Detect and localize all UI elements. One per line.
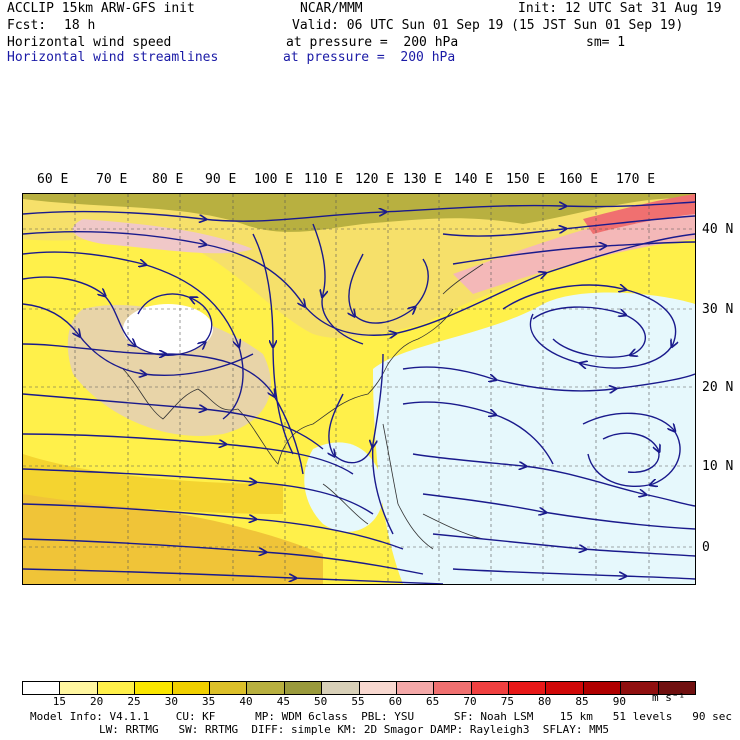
colorbar: [22, 681, 696, 695]
low-wind-region-south-china-sea: [304, 442, 384, 532]
colorbar-level-label: 60: [388, 695, 402, 708]
colorbar-segment: [546, 682, 584, 694]
colorbar-segment: [322, 682, 360, 694]
lon-label: 130 E: [403, 172, 443, 187]
colorbar-level-label: 20: [90, 695, 104, 708]
colorbar-segment: [359, 682, 397, 694]
colorbar-level-label: 85: [575, 695, 589, 708]
colorbar-segment: [583, 682, 622, 694]
colorbar-segment: [23, 682, 61, 694]
model-title: ACCLIP 15km ARW-GFS init: [7, 1, 195, 16]
colorbar-segment: [434, 682, 472, 694]
init-time: Init: 12 UTC Sat 31 Aug 19: [518, 1, 722, 16]
lon-label: 90 E: [205, 172, 237, 187]
streamlines: [23, 201, 695, 584]
field2-name: Horizontal wind streamlines: [7, 50, 219, 65]
colorbar-segment: [209, 682, 248, 694]
lat-label: 30 N: [702, 302, 734, 317]
colorbar-level-label: 25: [127, 695, 141, 708]
forecast-label: Fcst:: [7, 18, 47, 33]
colorbar-level-label: 55: [351, 695, 365, 708]
speed-band-south: [23, 494, 323, 584]
colorbar-segment: [396, 682, 435, 694]
wind-map-canvas: [23, 194, 695, 584]
colorbar-segment: [658, 682, 696, 694]
colorbar-segment: [471, 682, 510, 694]
field2-level: at pressure = 200 hPa: [283, 50, 456, 65]
colorbar-level-label: 35: [202, 695, 216, 708]
colorbar-segment: [247, 682, 285, 694]
smoothing-label: sm= 1: [586, 35, 626, 50]
lon-label: 120 E: [355, 172, 395, 187]
colorbar-level-label: 40: [239, 695, 253, 708]
colorbar-level-label: 80: [538, 695, 552, 708]
lon-label: 100 E: [254, 172, 294, 187]
colorbar-level-label: 75: [500, 695, 514, 708]
colorbar-units: m s⁻¹: [652, 691, 686, 704]
colorbar-level-label: 15: [52, 695, 66, 708]
lat-label: 10 N: [702, 459, 734, 474]
colorbar-segment: [172, 682, 210, 694]
colorbar-segment: [509, 682, 547, 694]
colorbar-level-label: 70: [463, 695, 477, 708]
lon-label: 150 E: [506, 172, 546, 187]
colorbar-segment: [60, 682, 98, 694]
lon-label: 80 E: [152, 172, 184, 187]
colorbar-level-label: 90: [612, 695, 626, 708]
lat-label: 0: [702, 540, 710, 555]
lon-label: 140 E: [454, 172, 494, 187]
organization-label: NCAR/MMM: [300, 1, 363, 16]
colorbar-segment: [135, 682, 173, 694]
forecast-hours: 18 h: [64, 18, 96, 33]
lon-label: 110 E: [304, 172, 344, 187]
colorbar-level-label: 50: [314, 695, 328, 708]
field1-level: at pressure = 200 hPa: [286, 35, 459, 50]
lat-label: 40 N: [702, 222, 734, 237]
colorbar-level-label: 65: [426, 695, 440, 708]
colorbar-segment: [97, 682, 136, 694]
colorbar-segment: [621, 682, 659, 694]
model-info-line2: LW: RRTMG SW: RRTMG DIFF: simple KM: 2D …: [99, 723, 609, 736]
colorbar-level-label: 45: [276, 695, 290, 708]
valid-time: Valid: 06 UTC Sun 01 Sep 19 (15 JST Sun …: [292, 18, 684, 33]
lon-label: 160 E: [559, 172, 599, 187]
colorbar-level-label: 30: [164, 695, 178, 708]
field1-name: Horizontal wind speed: [7, 35, 172, 50]
lat-label: 20 N: [702, 380, 734, 395]
lon-label: 170 E: [616, 172, 656, 187]
wind-map[interactable]: [22, 193, 696, 585]
lon-label: 70 E: [96, 172, 128, 187]
speed-band-south-inner: [23, 454, 283, 514]
model-info-line1: Model Info: V4.1.1 CU: KF MP: WDM 6class…: [30, 710, 732, 723]
colorbar-segment: [284, 682, 323, 694]
lon-label: 60 E: [37, 172, 69, 187]
